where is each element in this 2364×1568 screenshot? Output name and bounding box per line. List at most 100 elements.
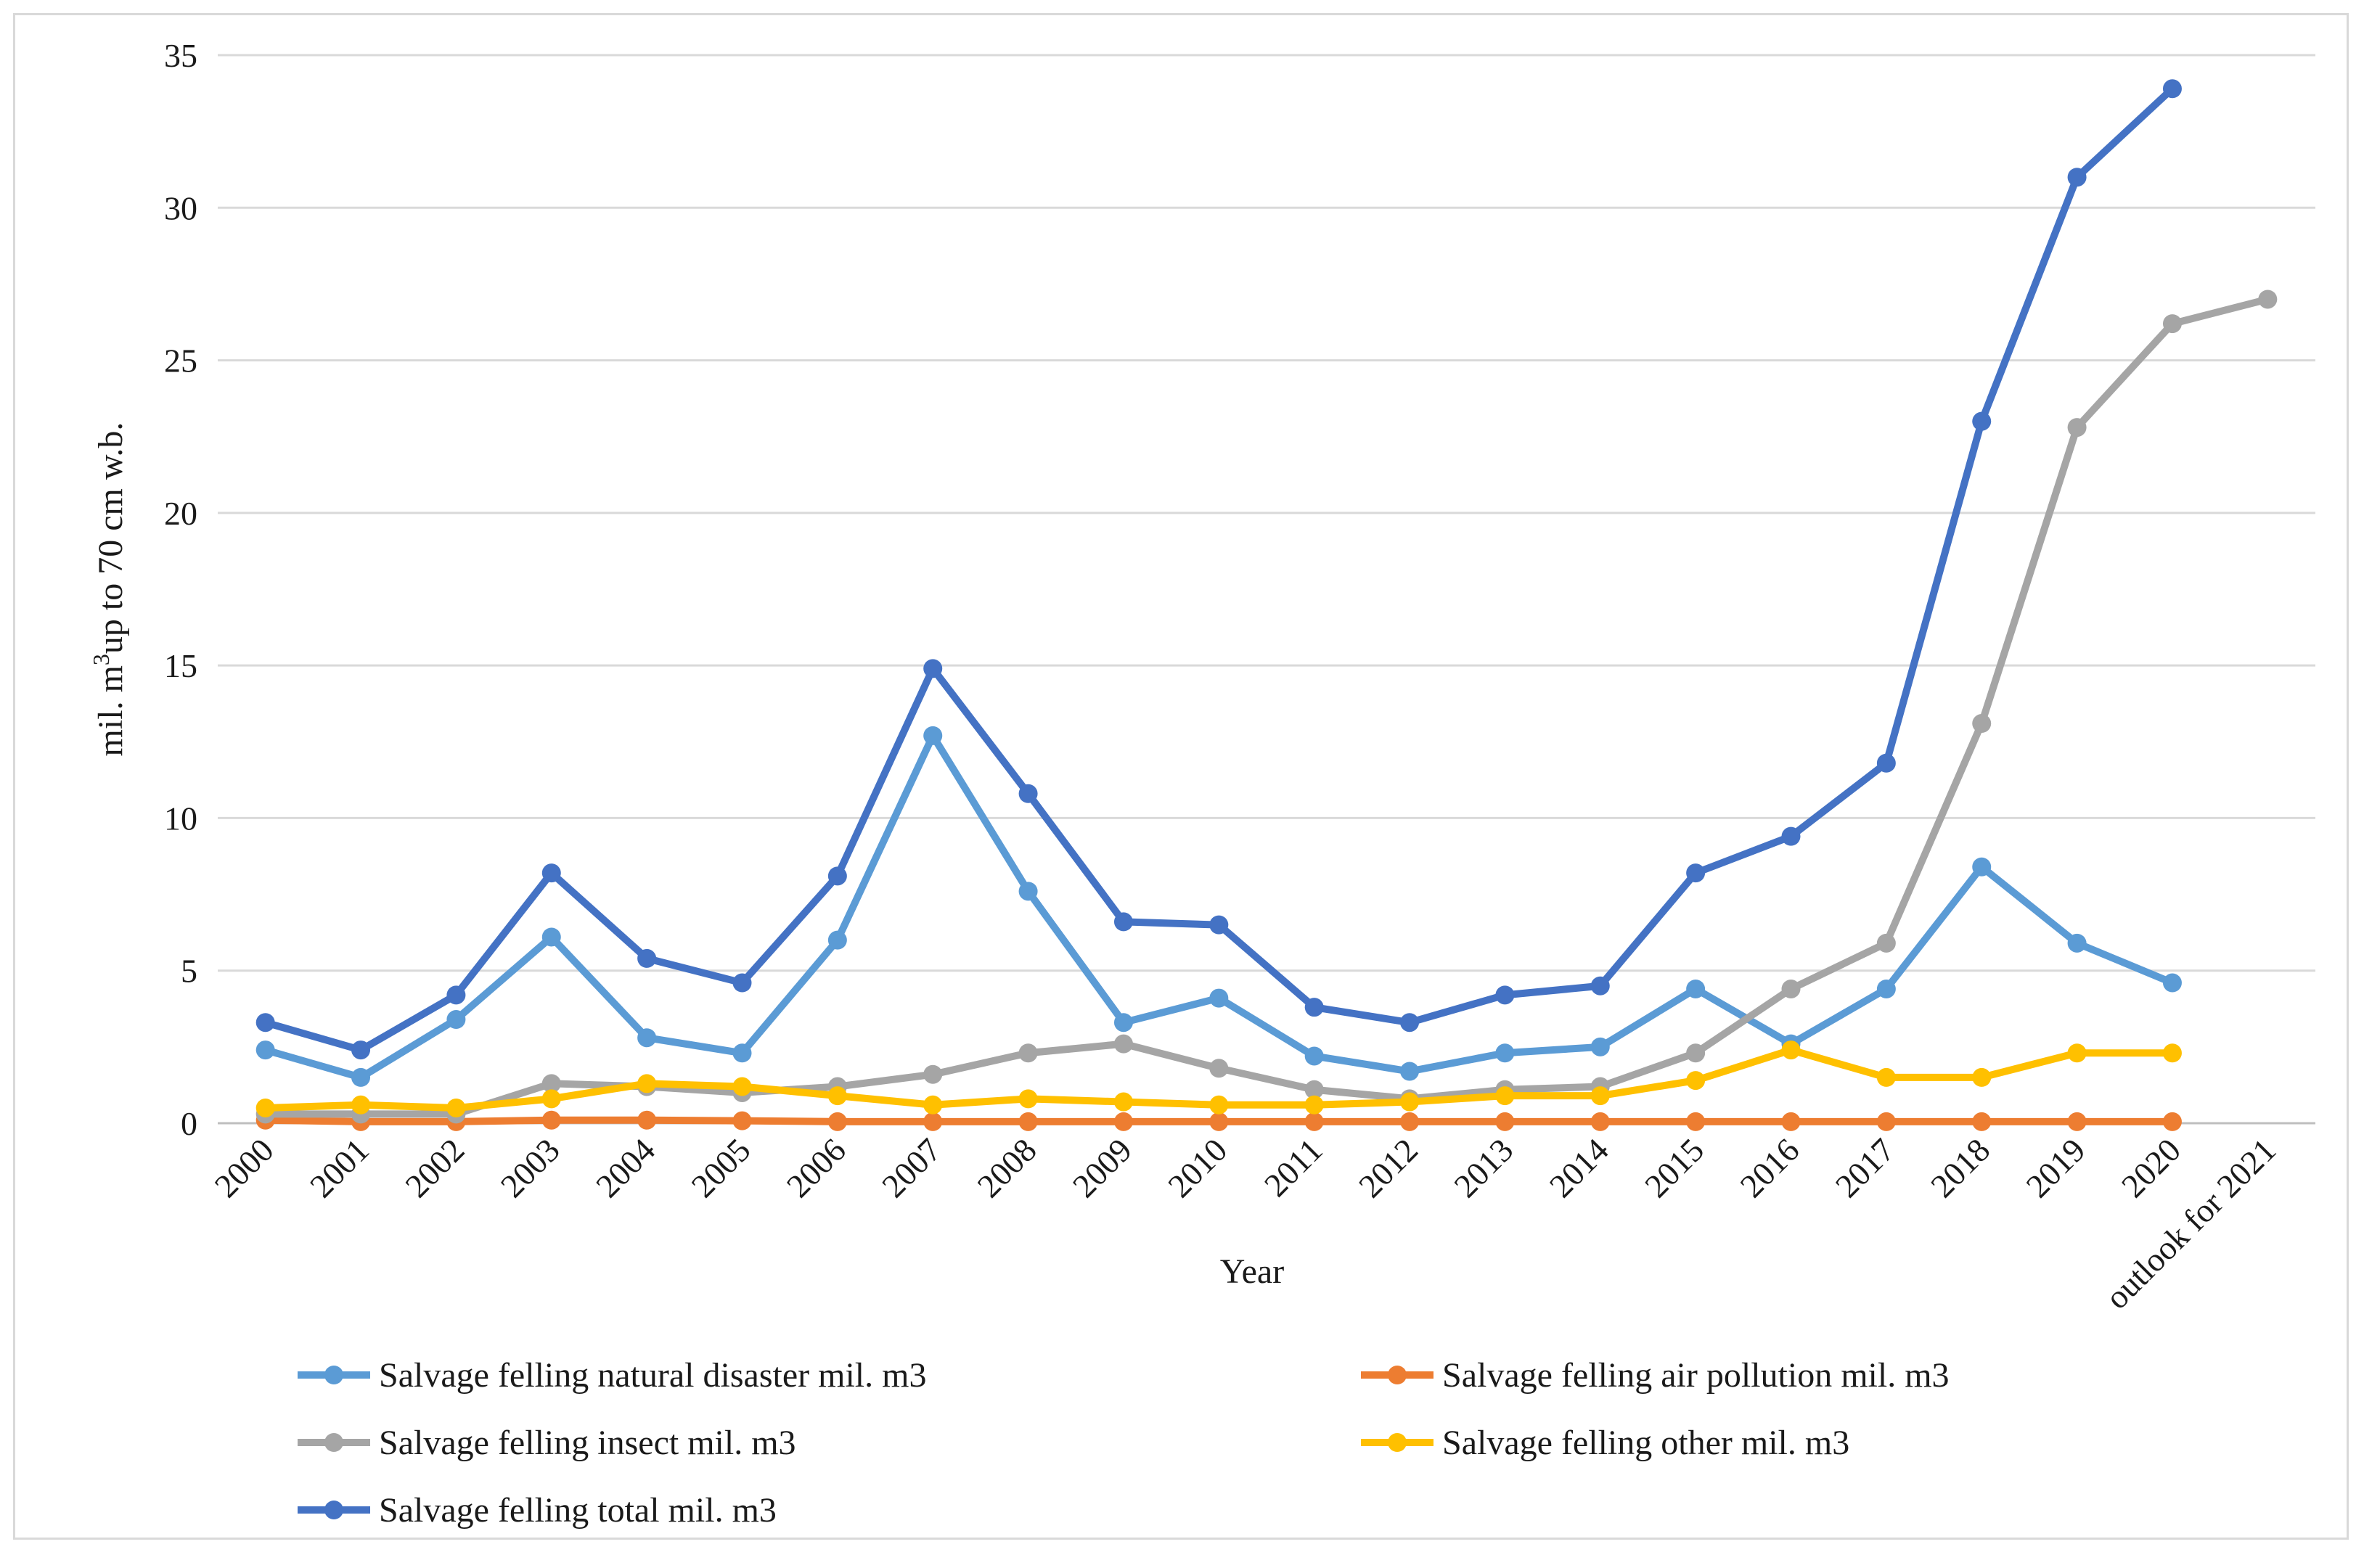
data-point	[1400, 1062, 1420, 1081]
data-point	[1018, 1112, 1038, 1131]
x-tick-label: 2020	[2114, 1131, 2188, 1204]
x-tick-label: 2018	[1923, 1131, 1997, 1204]
series-line	[261, 85, 2176, 1054]
data-point	[1686, 979, 1706, 998]
data-point	[1781, 826, 1801, 846]
x-tick-label: 2008	[970, 1131, 1044, 1204]
series-0	[255, 726, 2182, 1087]
data-point	[1686, 1112, 1706, 1131]
data-point	[732, 1043, 752, 1063]
data-point	[827, 1086, 847, 1106]
data-point	[1018, 1043, 1038, 1063]
x-tick-label: 2014	[1542, 1131, 1616, 1204]
x-tick-label: 2000	[208, 1131, 281, 1204]
legend-swatch-marker	[324, 1366, 343, 1384]
data-point	[732, 1077, 752, 1096]
series-line	[261, 295, 2272, 1118]
data-point	[351, 1095, 371, 1115]
y-tick-label: 15	[164, 647, 197, 684]
legend-label: Salvage felling other mil. m3	[1442, 1424, 1849, 1462]
y-axis-title: mil. m3up to 70 cm w.b.	[88, 422, 130, 757]
legend-label: Salvage felling natural disaster mil. m3	[379, 1356, 926, 1395]
y-tick-label: 35	[164, 37, 197, 74]
x-axis-title: Year	[1220, 1252, 1284, 1291]
data-point	[1304, 1080, 1324, 1099]
x-tick-label: 2003	[494, 1131, 567, 1204]
y-axis-title-sup: 3	[88, 654, 114, 665]
x-tick-label: 2005	[684, 1131, 757, 1204]
data-point	[1972, 411, 1992, 431]
legend-label: Salvage felling air pollution mil. m3	[1442, 1356, 1950, 1395]
legend-item: Salvage felling insect mil. m3	[298, 1424, 796, 1462]
data-point	[1972, 857, 1992, 877]
data-point	[1686, 1043, 1706, 1063]
data-point	[1113, 1112, 1133, 1131]
x-tick-label: 2004	[589, 1131, 662, 1204]
data-point	[1590, 976, 1610, 996]
y-axis-ticks: 0 5 10 15 20 25 30 35	[164, 37, 197, 1142]
data-point	[2067, 1112, 2087, 1131]
data-point	[1686, 1071, 1706, 1091]
data-point	[923, 1064, 943, 1084]
data-point	[732, 1111, 752, 1130]
data-point	[1113, 1034, 1133, 1054]
data-point	[2162, 1043, 2182, 1063]
data-point	[1018, 784, 1038, 803]
y-tick-label: 20	[164, 495, 197, 532]
legend-label: Salvage felling insect mil. m3	[379, 1424, 796, 1462]
data-point	[2067, 933, 2087, 953]
data-point	[1113, 1013, 1133, 1033]
data-point	[1209, 988, 1229, 1008]
data-point	[1304, 998, 1324, 1017]
x-tick-label: 2007	[875, 1131, 948, 1204]
legend-label: Salvage felling total mil. m3	[379, 1491, 777, 1530]
data-point	[1686, 863, 1706, 883]
data-point	[446, 985, 466, 1005]
data-point	[827, 930, 847, 950]
legend-item: Salvage felling other mil. m3	[1361, 1424, 1849, 1462]
data-point	[351, 1067, 371, 1087]
y-tick-label: 5	[181, 953, 197, 990]
x-tick-label: 2015	[1637, 1131, 1711, 1204]
data-point	[1304, 1046, 1324, 1066]
data-point	[1495, 1043, 1515, 1063]
data-point	[637, 1074, 657, 1093]
legend-swatch-marker	[324, 1501, 343, 1519]
data-point	[1209, 1112, 1229, 1131]
x-tick-label: 2016	[1733, 1131, 1806, 1204]
data-point	[2162, 314, 2182, 334]
y-tick-label: 10	[164, 800, 197, 837]
data-point	[1018, 882, 1038, 901]
data-point	[2067, 168, 2087, 187]
data-point	[1876, 933, 1896, 953]
data-point	[541, 927, 561, 947]
data-point	[1209, 915, 1229, 935]
data-point	[637, 948, 657, 968]
data-point	[1113, 1092, 1133, 1112]
data-point	[255, 1013, 275, 1033]
data-point	[1876, 1067, 1896, 1087]
data-point	[446, 1010, 466, 1030]
y-tick-label: 25	[164, 342, 197, 379]
data-point	[541, 1074, 561, 1093]
data-point	[1876, 753, 1896, 773]
data-point	[1018, 1089, 1038, 1109]
y-tick-label: 0	[181, 1105, 197, 1142]
data-point	[923, 726, 943, 745]
x-tick-label: 2001	[303, 1131, 376, 1204]
data-point	[1972, 714, 1992, 734]
data-point	[1781, 979, 1801, 998]
data-point	[1113, 912, 1133, 932]
x-tick-label: 2010	[1161, 1131, 1234, 1204]
data-point	[1209, 1095, 1229, 1115]
data-point	[255, 1098, 275, 1117]
data-point	[255, 1040, 275, 1060]
x-tick-label: 2011	[1257, 1131, 1330, 1204]
data-point	[637, 1028, 657, 1048]
y-axis-title-pre: mil. m	[91, 665, 130, 756]
data-point	[923, 1095, 943, 1115]
data-point	[2258, 290, 2278, 309]
series-line	[261, 731, 2176, 1081]
data-point	[351, 1040, 371, 1060]
x-tick-label: 2019	[2019, 1131, 2093, 1204]
